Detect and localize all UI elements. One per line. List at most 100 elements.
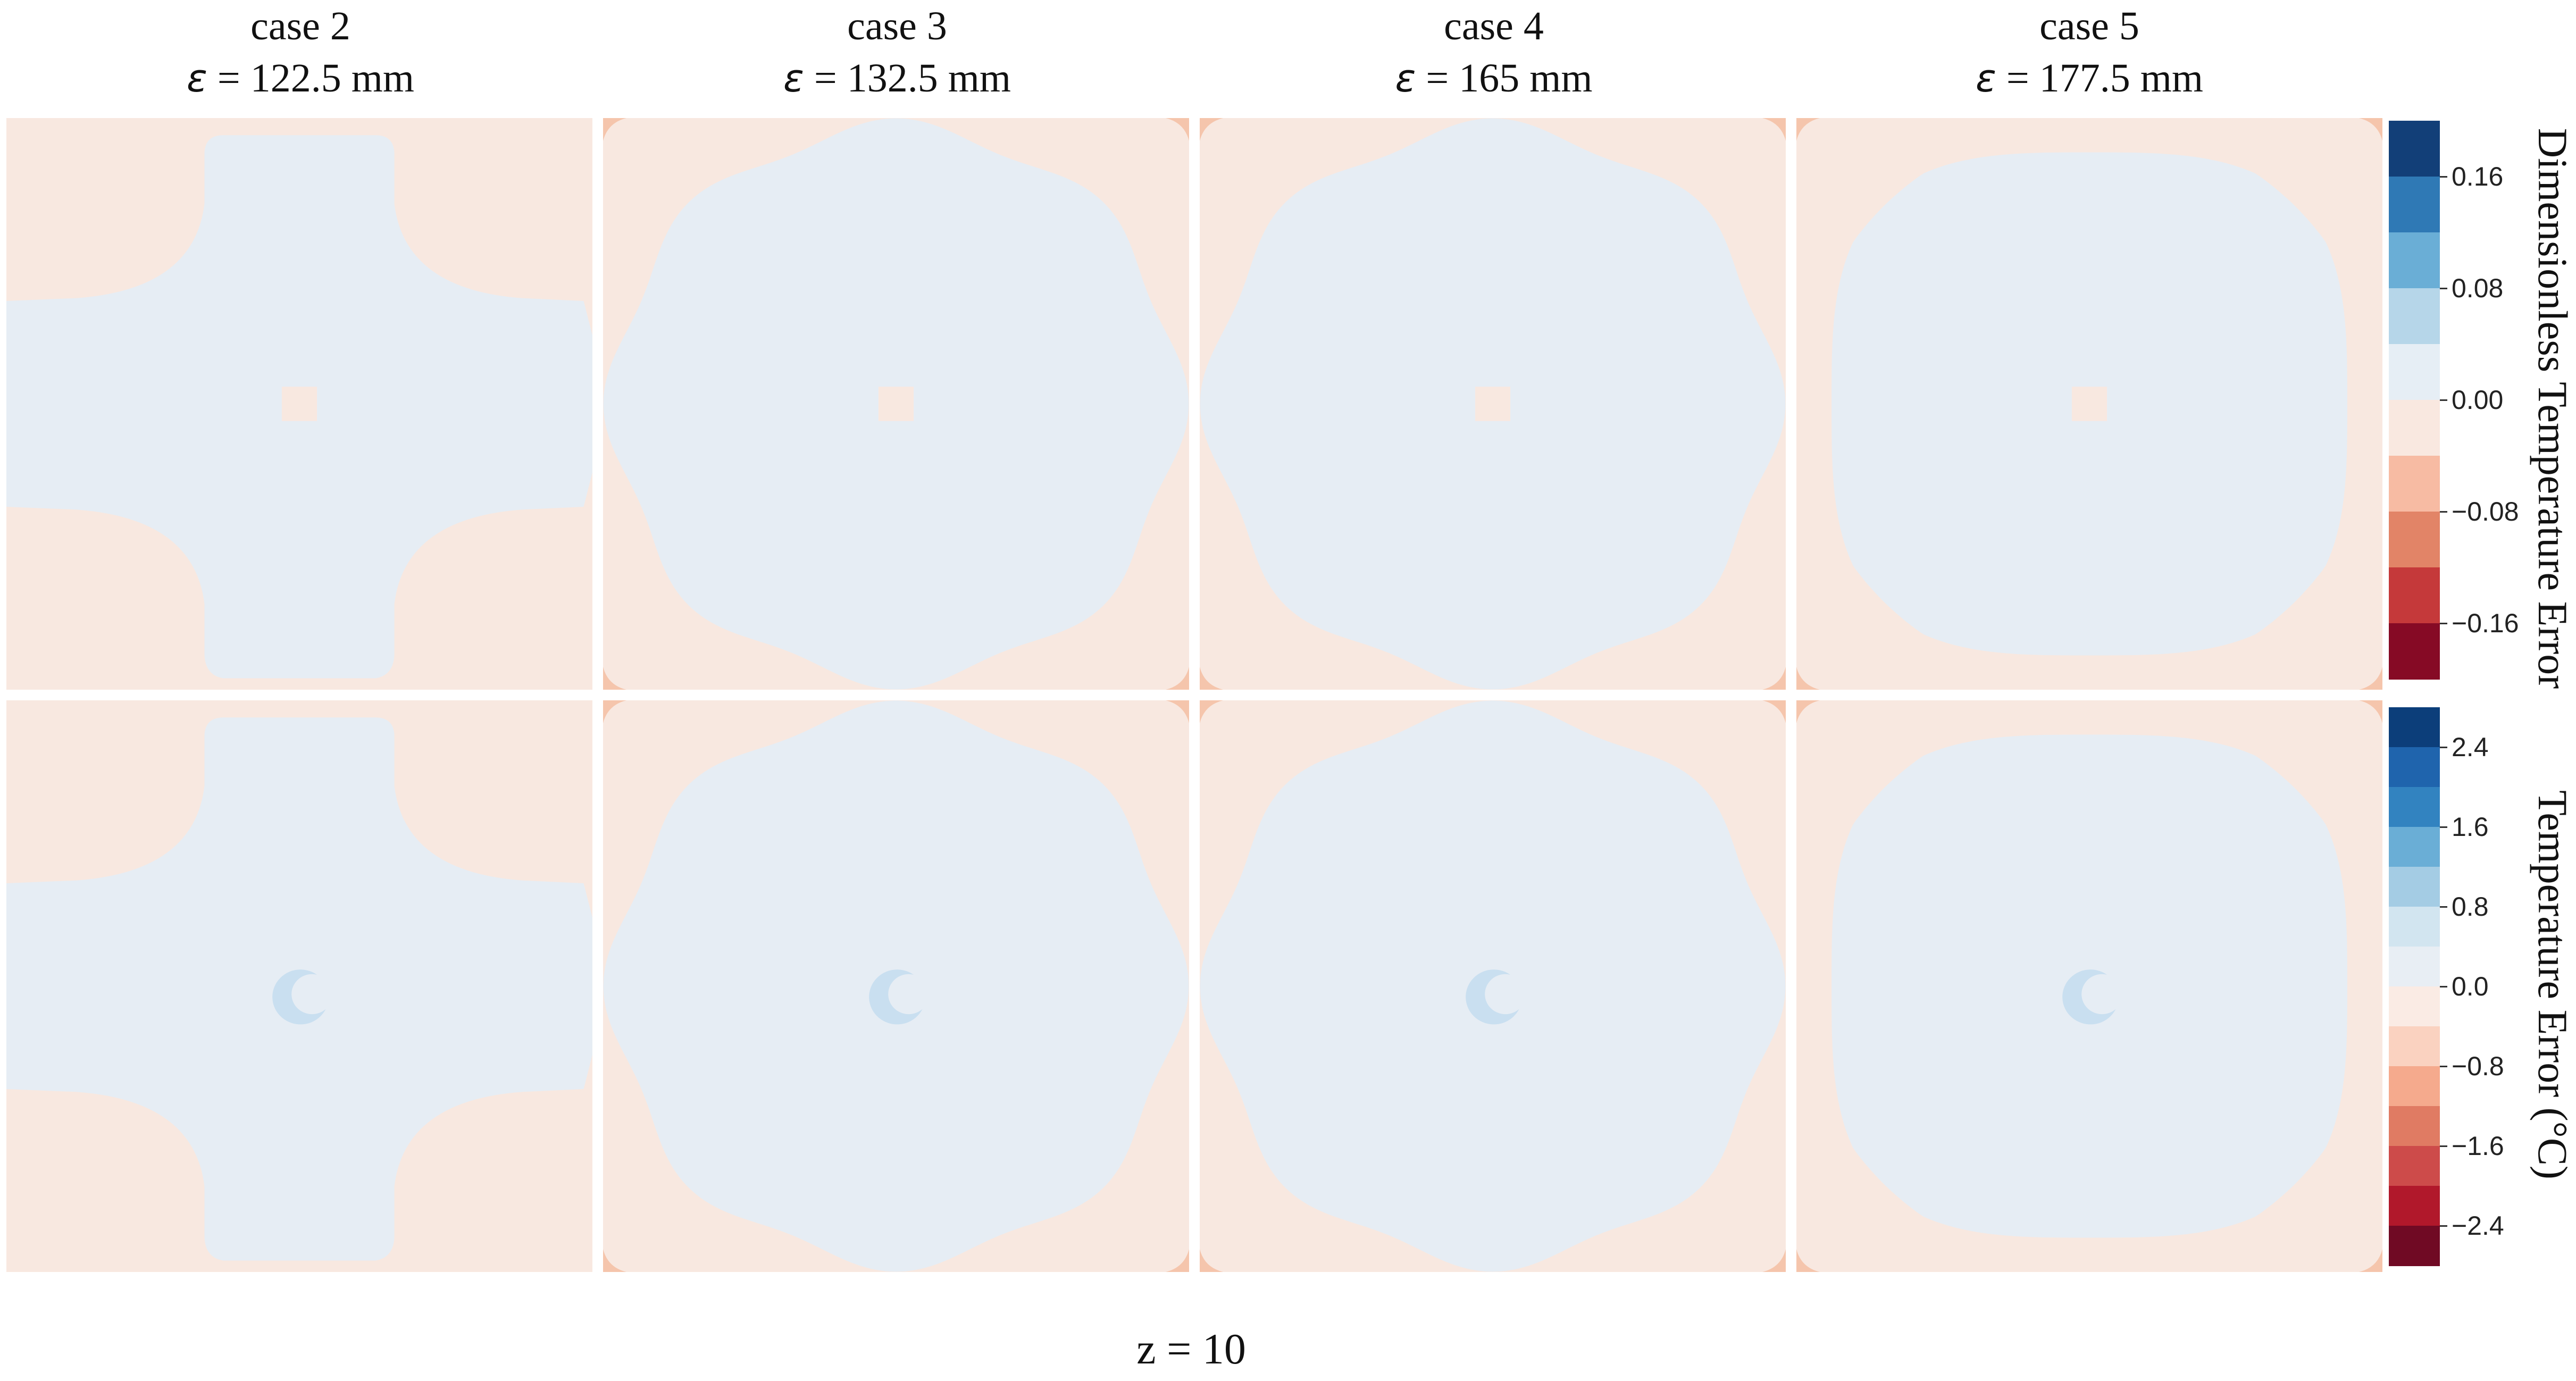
contour-panel-temperature-case-5: [1796, 700, 2382, 1272]
colorbar-segment: [2389, 787, 2440, 827]
corner-error-region: [1796, 667, 1820, 690]
colorbar-segment: [2389, 1226, 2440, 1266]
contour-panel-temperature-case-3: [603, 700, 1189, 1272]
center-ring-region: [1466, 969, 1519, 1025]
center-ring-region: [869, 969, 923, 1025]
case-label: case 5: [2039, 4, 2139, 48]
colorbar-tick-label: 1.6: [2452, 812, 2489, 842]
corner-error-region: [603, 700, 627, 723]
colorbar-tick-label: 0.0: [2452, 972, 2489, 1001]
colorbar-tick-label: −0.16: [2452, 608, 2519, 638]
positive-error-region: [1831, 734, 2347, 1238]
colorbar-segment: [2389, 400, 2440, 456]
corner-error-region: [1200, 667, 1224, 690]
corner-error-region: [603, 118, 627, 141]
colorbar-tick-label: −1.6: [2452, 1131, 2504, 1161]
corner-error-region: [2358, 1249, 2382, 1272]
epsilon-label: ε = 122.5 mm: [186, 56, 414, 101]
colorbar-segment: [2389, 907, 2440, 947]
center-negative-spot: [878, 387, 914, 421]
colorbar-tick-label: 0.00: [2452, 385, 2504, 415]
colorbar-segment: [2389, 177, 2440, 233]
colorbar-segment: [2389, 1026, 2440, 1067]
colorbar-tick-label: −0.08: [2452, 497, 2519, 526]
corner-error-region: [1762, 667, 1786, 690]
colorbar-tick-label: 0.08: [2452, 273, 2504, 303]
colorbar-tick-mark: [2440, 986, 2447, 987]
column-title-case-3: case 3 ε = 132.5 mm: [597, 0, 1198, 104]
colorbar-segment: [2389, 623, 2440, 680]
epsilon-label: ε = 165 mm: [1395, 56, 1593, 101]
colorbar-segment: [2389, 1146, 2440, 1186]
case-label: case 4: [1444, 4, 1544, 48]
colorbar-tick-mark: [2440, 399, 2447, 401]
epsilon-label: ε = 177.5 mm: [1975, 56, 2203, 101]
colorbar-tick-mark: [2440, 1145, 2447, 1147]
corner-error-region: [1200, 118, 1224, 141]
colorbar-tick-mark: [2440, 288, 2447, 289]
corner-error-region: [1165, 1249, 1189, 1272]
colorbar-tick-label: −0.8: [2452, 1051, 2504, 1081]
corner-error-region: [1200, 700, 1224, 723]
colorbar-tick-mark: [2440, 906, 2447, 908]
corner-error-region: [1796, 118, 1820, 141]
colorbar-tick-mark: [2440, 1225, 2447, 1227]
corner-error-region: [1796, 1249, 1820, 1272]
colorbar-tick-label: 0.8: [2452, 892, 2489, 922]
center-negative-spot: [1475, 387, 1511, 421]
colorbar-tick-label: 0.16: [2452, 162, 2504, 191]
colorbar-segment: [2389, 747, 2440, 788]
colorbar-segment: [2389, 232, 2440, 289]
column-title-case-4: case 4 ε = 165 mm: [1193, 0, 1794, 104]
corner-error-region: [2358, 700, 2382, 723]
contour-panel-temperature-case-2: [6, 700, 592, 1272]
center-negative-spot: [281, 387, 317, 421]
colorbar-segment: [2389, 456, 2440, 512]
corner-error-region: [1762, 700, 1786, 723]
colorbar-segment: [2389, 288, 2440, 345]
colorbar-label-dimensionless: Dimensionless Temperature Error: [2530, 128, 2576, 689]
colorbar-tick-label: 2.4: [2452, 732, 2489, 762]
case-label: case 3: [847, 4, 947, 48]
corner-error-region: [1796, 700, 1820, 723]
contour-panel-dimensionless-case-4: [1200, 118, 1786, 690]
positive-error-region: [1200, 700, 1786, 1272]
corner-error-region: [1762, 118, 1786, 141]
colorbar-segment: [2389, 867, 2440, 907]
colorbar-tick-mark: [2440, 176, 2447, 178]
colorbar-segment: [2389, 344, 2440, 400]
colorbar-tick-mark: [2440, 747, 2447, 748]
colorbar-segment: [2389, 512, 2440, 568]
colorbar-segment: [2389, 1186, 2440, 1226]
colorbar-tick-mark: [2440, 511, 2447, 513]
colorbar-segment: [2389, 986, 2440, 1027]
center-negative-spot: [2071, 387, 2107, 421]
center-ring-region: [2062, 969, 2116, 1025]
case-label: case 2: [250, 4, 350, 48]
corner-error-region: [603, 667, 627, 690]
colorbar-tick-mark: [2440, 623, 2447, 624]
column-title-case-2: case 2 ε = 122.5 mm: [0, 0, 601, 104]
column-title-case-5: case 5 ε = 177.5 mm: [1789, 0, 2390, 104]
colorbar-0: [2389, 121, 2440, 680]
corner-error-region: [2358, 667, 2382, 690]
colorbar-1: [2389, 707, 2440, 1266]
colorbar-segment: [2389, 707, 2440, 748]
colorbar-segment: [2389, 947, 2440, 987]
contour-panel-dimensionless-case-5: [1796, 118, 2382, 690]
colorbar-tick-mark: [2440, 826, 2447, 828]
corner-error-region: [1165, 700, 1189, 723]
corner-error-region: [1762, 1249, 1786, 1272]
contour-panel-dimensionless-case-3: [603, 118, 1189, 690]
colorbar-segment: [2389, 827, 2440, 867]
center-ring-region: [272, 969, 326, 1025]
colorbar-label-temperature: Temperature Error (°C): [2530, 790, 2576, 1179]
colorbar-segment: [2389, 1066, 2440, 1107]
contour-panel-dimensionless-case-2: [6, 118, 592, 690]
corner-error-region: [1165, 667, 1189, 690]
contour-panel-temperature-case-4: [1200, 700, 1786, 1272]
colorbar-tick-mark: [2440, 1066, 2447, 1067]
colorbar-segment: [2389, 121, 2440, 177]
colorbar-tick-label: −2.4: [2452, 1211, 2504, 1241]
corner-error-region: [1165, 118, 1189, 141]
